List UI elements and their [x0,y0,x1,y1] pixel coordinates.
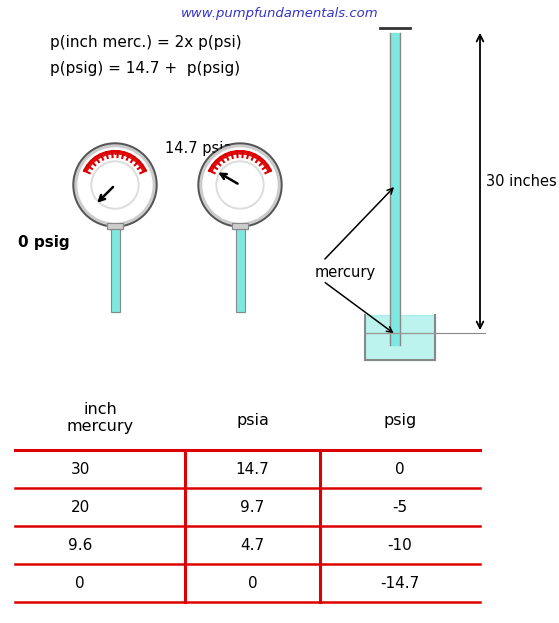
Circle shape [218,163,262,207]
Text: p(inch merc.) = 2x p(psi): p(inch merc.) = 2x p(psi) [50,34,241,49]
Text: www.pumpfundamentals.com: www.pumpfundamentals.com [181,7,379,21]
Text: 0: 0 [75,576,85,591]
Circle shape [200,145,280,225]
Text: 0: 0 [248,576,257,591]
Bar [232,223,248,229]
Bar [391,33,399,345]
Text: 14.7 psia: 14.7 psia [165,141,233,156]
Text: 30 inches: 30 inches [486,174,557,189]
Bar [365,315,435,360]
Bar [236,229,245,312]
Text: psig: psig [383,412,416,427]
Text: 14.7: 14.7 [236,462,269,477]
Circle shape [93,163,137,207]
Circle shape [91,161,139,209]
Text: 0: 0 [395,462,405,477]
Circle shape [203,148,277,222]
Text: 4.7: 4.7 [240,538,264,553]
Text: 9.6: 9.6 [68,538,92,553]
Text: -14.7: -14.7 [380,576,420,591]
Text: inch
mercury: inch mercury [67,402,134,434]
Text: 0 psig: 0 psig [18,235,70,250]
Circle shape [198,143,282,227]
Circle shape [216,161,264,209]
Circle shape [73,143,157,227]
Text: psia: psia [236,412,269,427]
Circle shape [78,148,152,222]
Bar [107,223,123,229]
Text: -10: -10 [387,538,413,553]
Text: -5: -5 [392,500,408,515]
Circle shape [75,145,155,225]
Bar [112,229,119,312]
Text: p(psig) = 14.7 +  p(psig): p(psig) = 14.7 + p(psig) [50,60,240,75]
Bar [232,223,248,229]
Text: 20: 20 [70,500,89,515]
Bar [111,229,120,312]
Text: mercury: mercury [315,265,376,280]
Text: 9.7: 9.7 [240,500,264,515]
Bar [237,229,244,312]
Bar [107,223,123,229]
Text: 30: 30 [70,462,89,477]
